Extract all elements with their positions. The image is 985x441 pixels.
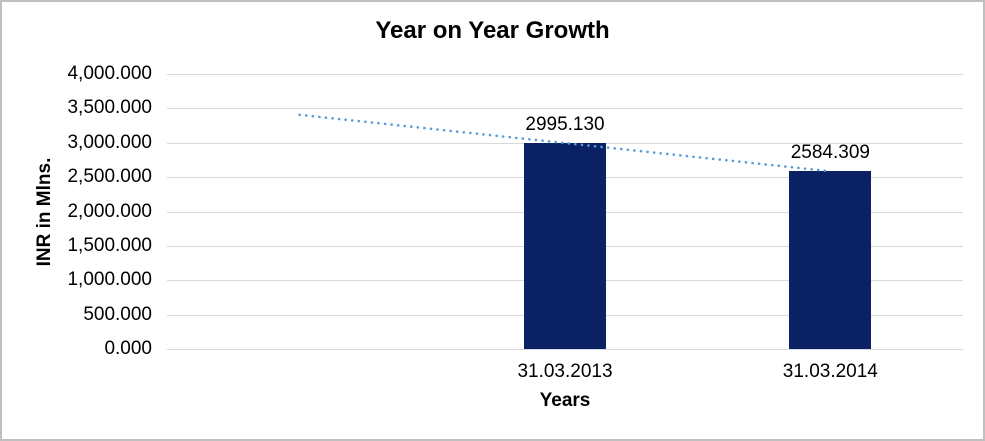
y-tick-label: 0.000	[104, 338, 152, 359]
gridline	[167, 108, 963, 110]
x-axis-title: Years	[539, 390, 591, 411]
y-tick-label: 500.000	[83, 303, 152, 325]
y-tick-label: 1,000.000	[67, 269, 152, 291]
x-tick-label: 31.03.2013	[517, 361, 613, 382]
bar-data-label: 2995.130	[525, 114, 605, 136]
gridline	[167, 349, 963, 350]
y-tick-label: 2,500.000	[67, 166, 152, 188]
y-tick-label: 3,000.000	[67, 131, 152, 153]
y-tick-label: 4,000.000	[67, 63, 152, 84]
gridline	[167, 74, 963, 75]
bar-data-label: 2584.309	[790, 142, 870, 164]
plot-area	[167, 74, 963, 350]
y-tick-label: 3,500.000	[67, 97, 152, 119]
bar	[789, 171, 872, 349]
y-tick-label: 2,000.000	[67, 200, 152, 222]
x-tick-label: 31.03.2014	[782, 361, 878, 382]
bar	[524, 143, 606, 349]
y-tick-label: 1,500.000	[67, 234, 152, 256]
chart-title: Year on Year Growth	[375, 17, 610, 44]
